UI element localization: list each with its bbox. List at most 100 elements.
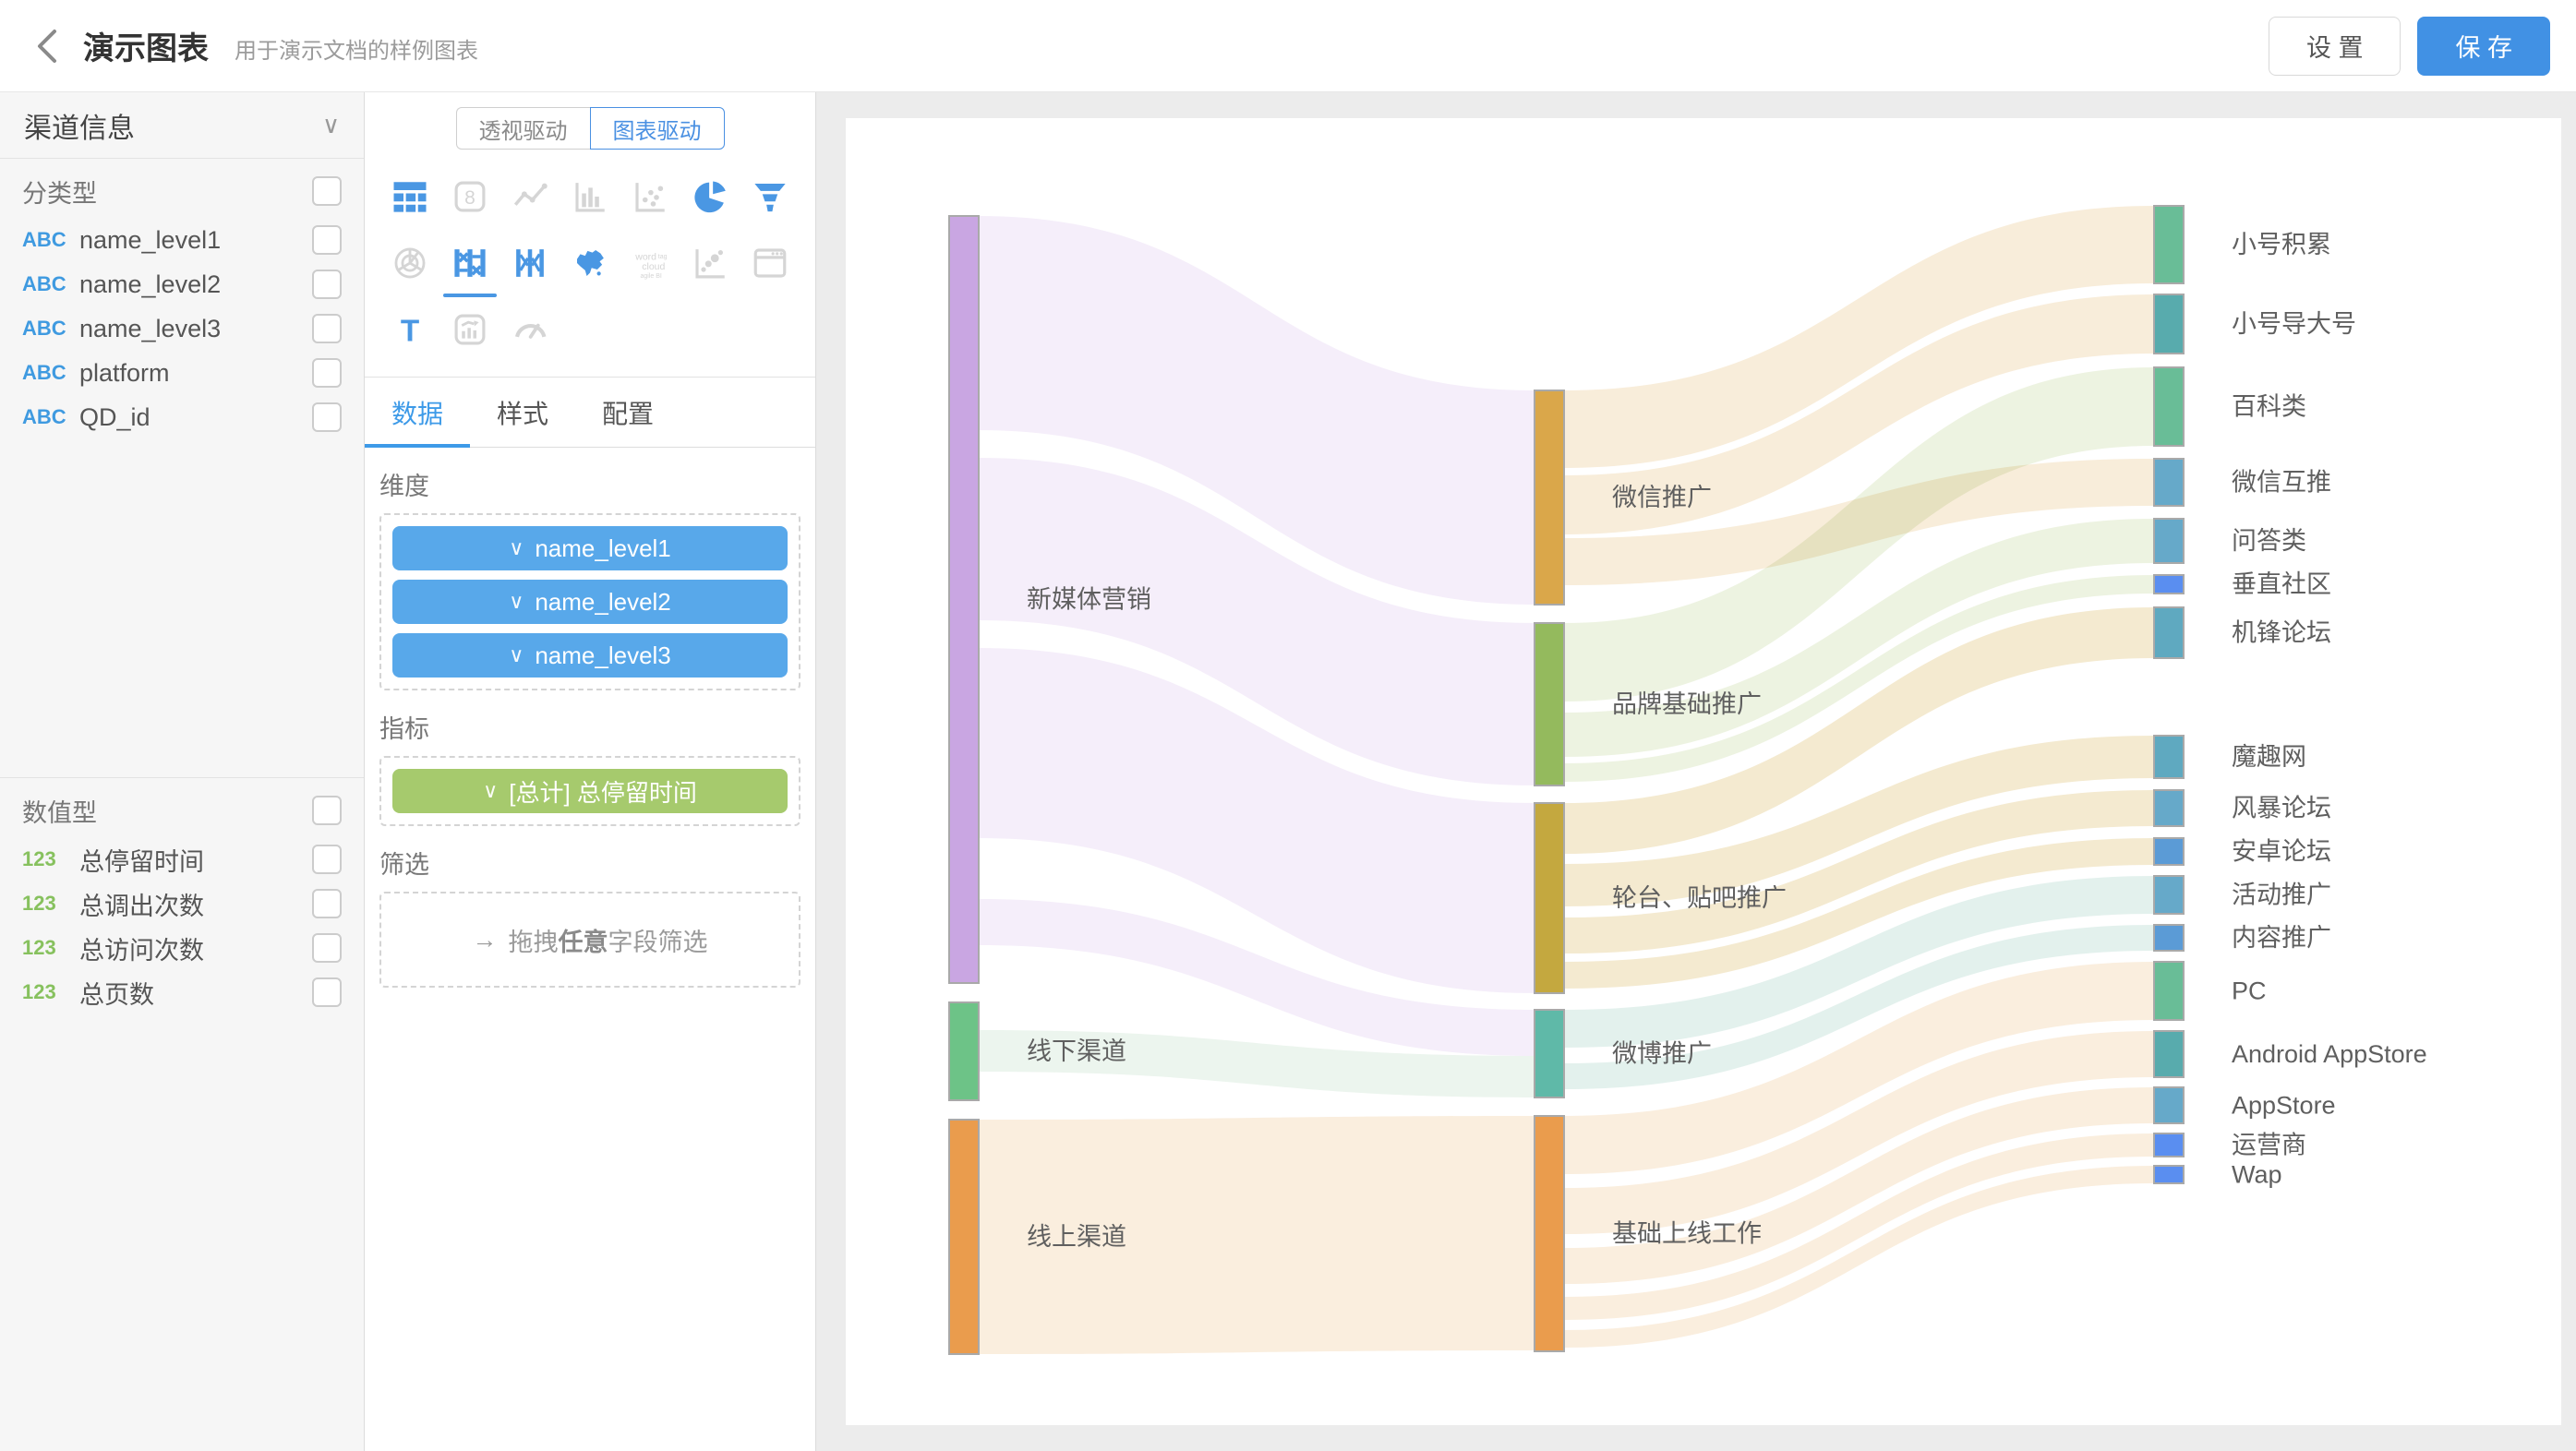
sankey-node[interactable] — [2153, 366, 2185, 447]
sankey-node[interactable] — [1534, 802, 1565, 994]
field-checkbox[interactable] — [312, 270, 342, 299]
sankey-node[interactable] — [948, 1001, 980, 1101]
field-row[interactable]: ABC name_level2 — [0, 262, 364, 306]
sankey-node[interactable] — [2153, 961, 2185, 1021]
sankey-node[interactable] — [2153, 518, 2185, 564]
chart-type-china-map-icon[interactable] — [560, 234, 620, 292]
back-button[interactable] — [26, 26, 66, 66]
chart-type-parallel-coordinates-icon[interactable] — [500, 234, 560, 292]
sankey-node-label: 微信推广 — [1612, 484, 1712, 511]
mode-tab-active[interactable]: 图表驱动 — [589, 107, 725, 150]
field-row[interactable]: ABC name_level1 — [0, 218, 364, 262]
sankey-link[interactable] — [1564, 519, 2154, 757]
sankey-link[interactable] — [1564, 838, 2154, 989]
builder-tab[interactable]: 配置 — [601, 399, 654, 428]
dataset-selector[interactable]: 渠道信息 ∨ — [0, 92, 364, 159]
sankey-link[interactable] — [1564, 925, 2154, 1089]
field-checkbox[interactable] — [312, 933, 342, 963]
sankey-node[interactable] — [2153, 205, 2185, 284]
sankey-link[interactable] — [1564, 575, 2154, 782]
field-checkbox[interactable] — [312, 402, 342, 432]
sankey-node[interactable] — [2153, 875, 2185, 915]
sankey-node[interactable] — [948, 215, 980, 984]
sankey-link[interactable] — [1564, 1133, 2154, 1320]
dimension-pill[interactable]: ∨ name_level2 — [392, 580, 788, 624]
dimension-dropzone[interactable]: ∨ name_level1 ∨ name_level2 ∨ name_level3 — [379, 513, 800, 690]
dimension-pill[interactable]: ∨ name_level1 — [392, 526, 788, 570]
settings-button[interactable]: 设 置 — [2268, 16, 2401, 76]
measure-dropzone[interactable]: ∨ [总计] 总停留时间 — [379, 756, 800, 826]
sankey-node[interactable] — [2153, 1165, 2185, 1184]
chart-type-pie-chart-icon[interactable] — [680, 168, 740, 225]
sankey-link[interactable] — [979, 1030, 1535, 1097]
field-checkbox[interactable] — [312, 977, 342, 1007]
sankey-link[interactable] — [1564, 790, 2154, 953]
sankey-link[interactable] — [979, 899, 1535, 1056]
field-checkbox[interactable] — [312, 358, 342, 388]
measure-pill[interactable]: ∨ [总计] 总停留时间 — [392, 769, 788, 813]
sankey-node[interactable] — [1534, 1009, 1565, 1098]
field-checkbox[interactable] — [312, 314, 342, 343]
field-row[interactable]: 123 总停留时间 — [0, 837, 364, 881]
save-button[interactable]: 保 存 — [2417, 16, 2550, 76]
field-row[interactable]: ABC QD_id — [0, 395, 364, 439]
svg-text:T: T — [400, 314, 418, 348]
filter-dropzone[interactable]: → 拖拽 任意 字段筛选 — [379, 892, 800, 988]
sankey-link[interactable] — [1564, 607, 2154, 854]
sankey-link[interactable] — [1564, 1087, 2154, 1284]
field-checkbox[interactable] — [312, 889, 342, 918]
field-checkbox[interactable] — [312, 225, 342, 255]
sankey-link[interactable] — [1564, 962, 2154, 1174]
sankey-link[interactable] — [1564, 1166, 2154, 1348]
sankey-node-label: 垂直社区 — [2232, 570, 2331, 598]
sankey-link[interactable] — [979, 458, 1535, 785]
sankey-node[interactable] — [1534, 390, 1565, 606]
sankey-link[interactable] — [1564, 367, 2154, 702]
pill-label: name_level1 — [535, 534, 671, 562]
chart-type-table-icon[interactable] — [379, 168, 439, 225]
field-row[interactable]: ABC name_level3 — [0, 306, 364, 351]
chart-type-text-icon[interactable]: T — [379, 301, 439, 358]
sankey-link[interactable] — [1564, 206, 2154, 468]
section-checkbox[interactable] — [312, 176, 342, 206]
sankey-link[interactable] — [979, 216, 1535, 605]
sankey-node[interactable] — [2153, 606, 2185, 659]
sankey-node[interactable] — [2153, 837, 2185, 866]
sankey-node[interactable] — [2153, 458, 2185, 507]
sankey-link[interactable] — [1564, 876, 2154, 1048]
sankey-node[interactable] — [2153, 735, 2185, 779]
sankey-node[interactable] — [2153, 1133, 2185, 1157]
sankey-link[interactable] — [1564, 1031, 2154, 1234]
section-checkbox[interactable] — [312, 796, 342, 825]
dataset-name: 渠道信息 — [24, 113, 135, 144]
builder-tab[interactable]: 样式 — [496, 399, 548, 428]
sankey-node[interactable] — [948, 1119, 980, 1355]
filter-placeholder-bold: 任意 — [558, 928, 608, 956]
builder-tab[interactable]: 数据 — [365, 378, 470, 448]
sankey-node[interactable] — [2153, 924, 2185, 952]
sankey-node[interactable] — [2153, 1086, 2185, 1124]
sankey-link[interactable] — [1564, 736, 2154, 906]
sankey-node[interactable] — [1534, 1115, 1565, 1352]
sankey-node[interactable] — [2153, 1030, 2185, 1078]
field-row[interactable]: ABC platform — [0, 351, 364, 395]
field-type-tag: 123 — [22, 980, 56, 1003]
field-row[interactable]: 123 总调出次数 — [0, 881, 364, 926]
dimension-pill[interactable]: ∨ name_level3 — [392, 633, 788, 678]
mode-tab-inactive[interactable]: 透视驱动 — [455, 107, 590, 150]
dimension-label: 维度 — [379, 473, 429, 500]
sankey-node[interactable] — [2153, 294, 2185, 354]
field-type-tag: ABC — [22, 228, 66, 251]
chart-type-funnel-icon[interactable] — [740, 168, 800, 225]
field-row[interactable]: 123 总页数 — [0, 970, 364, 1014]
field-checkbox[interactable] — [312, 845, 342, 874]
sankey-link[interactable] — [1564, 294, 2154, 534]
sankey-link[interactable] — [979, 1116, 1535, 1354]
sankey-node[interactable] — [2153, 574, 2185, 594]
sankey-node[interactable] — [1534, 622, 1565, 786]
sankey-node[interactable] — [2153, 789, 2185, 827]
field-row[interactable]: 123 总访问次数 — [0, 926, 364, 970]
chart-type-sankey-icon[interactable] — [439, 234, 500, 292]
sankey-link[interactable] — [979, 648, 1535, 993]
field-name: name_level3 — [79, 314, 222, 342]
